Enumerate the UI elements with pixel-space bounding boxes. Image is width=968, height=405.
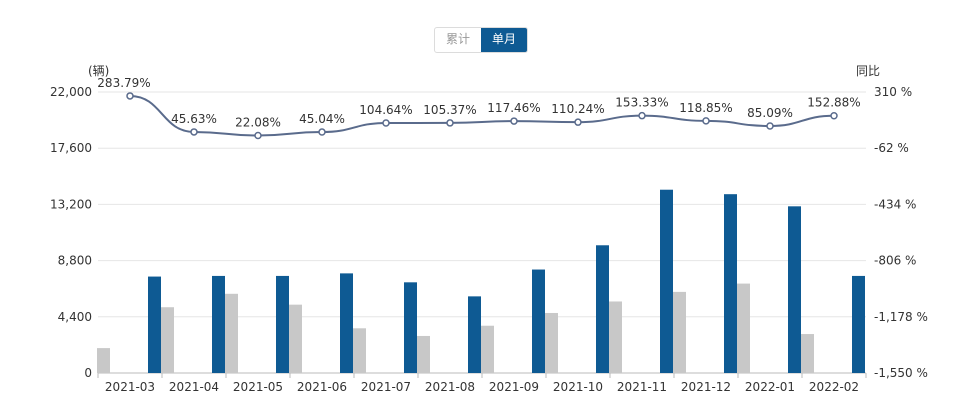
bar [788,206,801,373]
x-tick-label: 2021-03 [105,380,155,394]
bar [660,189,673,373]
bar [289,304,302,373]
line-data-label: 110.24% [551,102,604,116]
line-data-label: 45.04% [299,112,345,126]
right-tick-label: -1,178 % [874,310,928,324]
bar [276,275,289,373]
left-tick-label: 17,600 [50,141,92,155]
line-point [446,119,454,127]
line-point [382,119,390,127]
yoy-line [129,94,835,137]
bar [801,334,814,373]
bar [225,293,238,373]
line-data-label: 22.08% [235,115,281,129]
x-axis: 2021-03 2021-04 2021-05 2021-06 2021-07 2021-… [97,373,867,394]
x-tick-label: 2021-11 [617,380,667,394]
right-tick-label: -62 % [874,141,909,155]
bar [404,282,417,373]
line-data-label: 45.63% [171,112,217,126]
left-tick-label: 4,400 [58,310,92,324]
x-tick-label: 2021-04 [169,380,219,394]
right-tick-label: -1,550 % [874,366,928,380]
bar [724,194,737,373]
left-tick-label: 22,000 [50,85,92,99]
left-tick-label: 8,800 [58,254,92,268]
line-data-label: 104.64% [359,103,412,117]
x-tick-label: 2021-05 [233,380,283,394]
right-tick-label: -806 % [874,254,916,268]
line-point [574,118,582,126]
left-axis-ticks: 0 4,400 8,800 13,200 17,600 22,000 [50,85,92,380]
line-point [638,111,646,120]
line-point [126,92,134,100]
line-point [510,117,518,125]
bar [97,348,110,373]
x-tick-label: 2021-07 [361,380,411,394]
line-point [254,131,262,140]
x-tick-label: 2022-02 [809,380,859,394]
right-tick-label: -434 % [874,197,916,211]
bar [161,307,174,373]
line-point [766,122,774,130]
right-axis-unit: 同比 [856,64,880,78]
right-tick-label: 310 % [874,85,912,99]
bar [340,273,353,373]
line-data-label: 153.33% [615,96,668,110]
line-data-label: 118.85% [679,101,732,115]
x-tick-label: 2021-09 [489,380,539,394]
bar [545,312,558,373]
x-tick-label: 2021-06 [297,380,347,394]
bar [609,301,622,373]
yoy-line-series: 283.79% 45.63% 22.08% 45.04% 104.64% 105.37% 1… [97,76,861,140]
line-data-label: 105.37% [423,103,476,117]
bar [148,276,161,373]
bar [673,291,686,373]
line-data-label: 152.88% [807,96,860,110]
x-tick-label: 2021-12 [681,380,731,394]
bar [737,283,750,373]
left-tick-label: 0 [84,366,92,380]
left-tick-label: 13,200 [50,197,92,211]
cumulative-tab[interactable]: 累计 [446,32,471,46]
x-tick-label: 2021-08 [425,380,475,394]
right-axis-ticks: -1,550 % -1,178 % -806 % -434 % -62 % 310 % [874,85,928,380]
line-data-label: 283.79% [97,76,150,90]
bar [417,335,430,373]
bar [532,269,545,373]
bar [468,296,481,373]
line-data-label: 85.09% [747,106,793,120]
bar [353,328,366,373]
bar [596,245,609,373]
bar [481,325,494,373]
line-point [702,117,710,125]
view-toggle: 累计 单月 [434,27,529,53]
x-tick-label: 2021-10 [553,380,603,394]
line-data-label: 117.46% [487,101,540,115]
bar [852,275,865,373]
bar [212,275,225,373]
line-point [190,128,198,136]
line-point [830,111,838,120]
left-axis-unit: (辆) [88,64,109,78]
monthly-tab[interactable]: 单月 [481,28,528,52]
bar-series [97,189,865,373]
x-tick-label: 2022-01 [745,380,795,394]
line-point [318,128,326,136]
